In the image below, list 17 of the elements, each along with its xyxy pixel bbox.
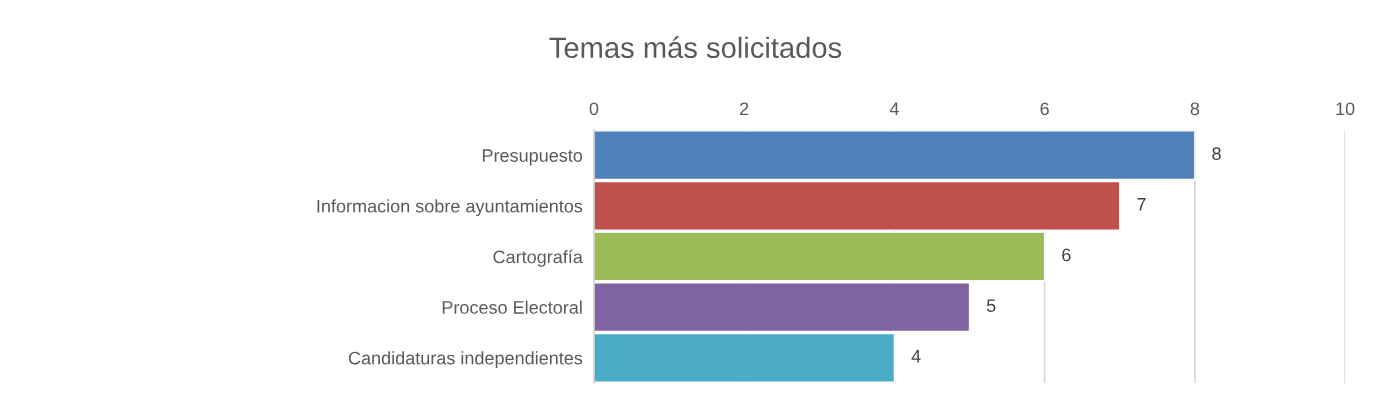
data-label: 6 (1062, 248, 1071, 262)
y-tick-label: Candidaturas independientes (348, 351, 583, 369)
x-tick-label: 8 (1190, 102, 1200, 116)
data-label: 5 (986, 299, 996, 312)
x-tick-label: 0 (589, 102, 599, 116)
x-tick-label: 6 (1040, 102, 1049, 116)
y-tick-label: Proceso Electoral (442, 300, 582, 314)
y-tick-label: Presupuesto (482, 149, 583, 166)
data-label: 7 (1137, 198, 1146, 211)
x-tick-label: 10 (1336, 102, 1355, 116)
y-tick-label: Cartografía (493, 249, 583, 267)
data-label: 4 (911, 350, 921, 363)
x-tick-label: 4 (889, 102, 899, 115)
y-tick-label: Informacion sobre ayuntamientos (317, 199, 583, 217)
data-label: 8 (1212, 147, 1221, 161)
x-tick-label: 2 (740, 102, 749, 115)
chart-title: Temas más solicitados (549, 36, 842, 59)
